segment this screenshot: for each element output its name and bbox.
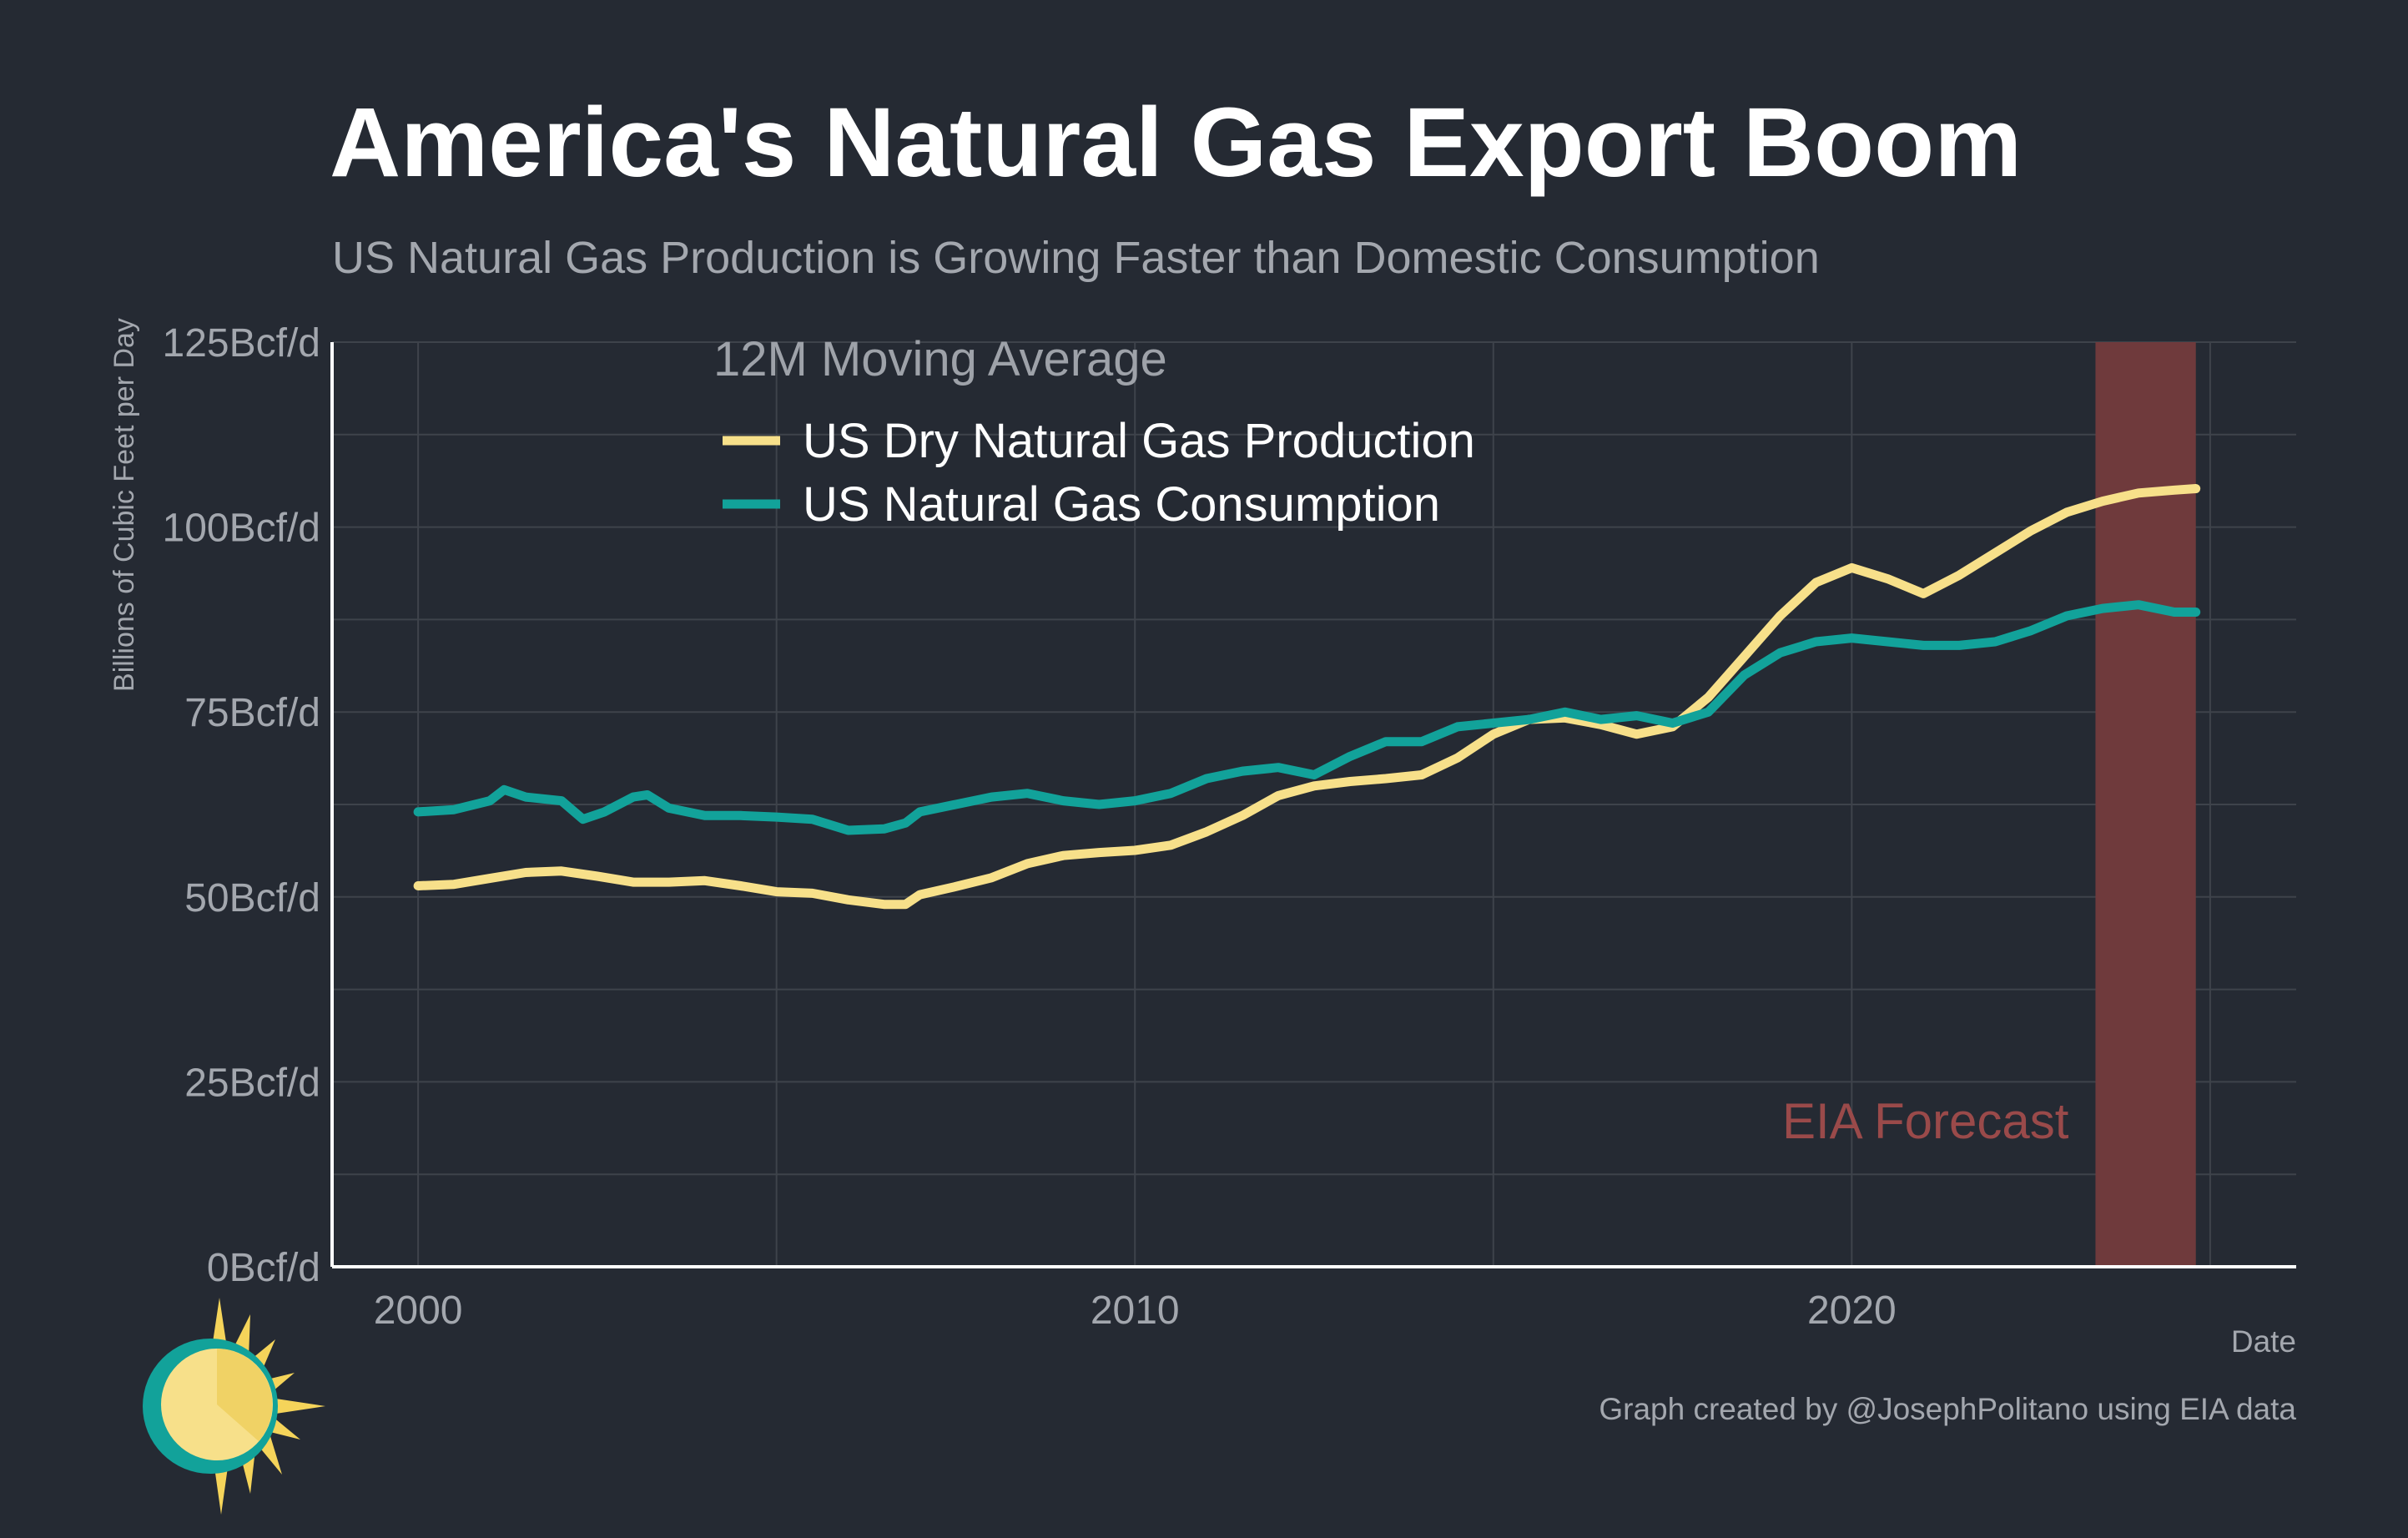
source-credit: Graph created by @JosephPolitano using E… — [1599, 1392, 2296, 1426]
chart-subtitle: US Natural Gas Production is Growing Fas… — [332, 233, 1820, 283]
y-tick-label: 50Bcf/d — [184, 876, 320, 920]
y-tick-label: 0Bcf/d — [207, 1246, 320, 1290]
legend-entry: US Natural Gas Consumption — [803, 477, 1440, 532]
legend-title: 12M Moving Average — [713, 332, 1167, 386]
tick-labels: 0Bcf/d 25Bcf/d 50Bcf/d 75Bcf/d 100Bcf/d 125Bc… — [163, 321, 1897, 1333]
forecast-band — [2095, 342, 2196, 1267]
x-tick-label: 2020 — [1807, 1288, 1897, 1333]
x-tick-label: 2010 — [1091, 1288, 1180, 1333]
x-axis-label: Date — [2231, 1324, 2296, 1359]
legend-entry: US Dry Natural Gas Production — [803, 414, 1475, 468]
x-tick-label: 2000 — [374, 1288, 463, 1333]
y-tick-label: 25Bcf/d — [184, 1061, 320, 1105]
axes — [330, 342, 2296, 1268]
sun-logo-icon — [143, 1298, 325, 1515]
y-tick-label: 100Bcf/d — [163, 507, 320, 551]
series-lines — [413, 484, 2201, 910]
forecast-label: EIA Forecast — [1782, 1093, 2069, 1149]
y-tick-label: 75Bcf/d — [184, 691, 320, 735]
y-axis-label: Billions of Cubic Feet per Day — [108, 318, 140, 692]
series-line-production — [413, 484, 2201, 910]
legend: 12M Moving Average US Dry Natural Gas Pr… — [713, 332, 1475, 532]
y-tick-label: 125Bcf/d — [163, 321, 320, 366]
chart-title: America's Natural Gas Export Boom — [330, 88, 2023, 198]
series-line-consumption — [413, 600, 2201, 835]
